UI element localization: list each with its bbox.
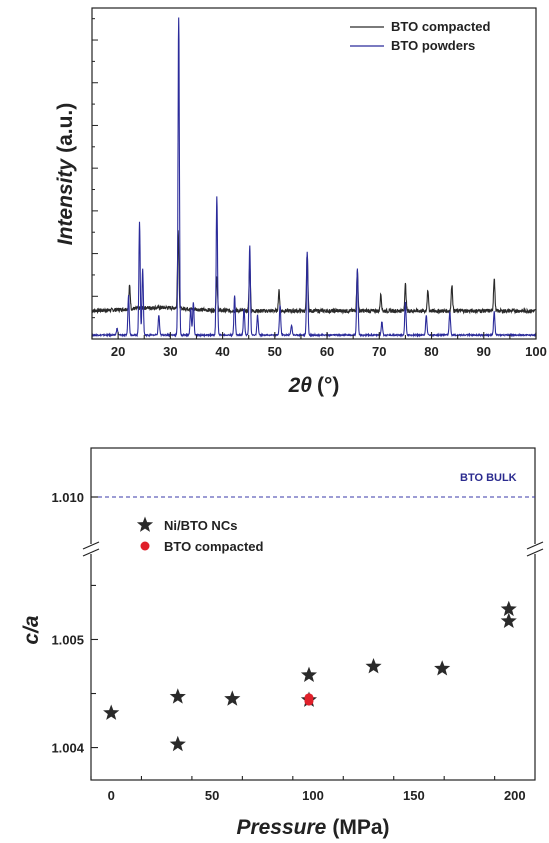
xrd-x-tick-label: 40 bbox=[215, 344, 229, 359]
ca-x-tick-label: 0 bbox=[108, 788, 115, 803]
legend-marker-circle bbox=[140, 541, 150, 551]
xrd-y-axis-title-unit: (a.u.) bbox=[54, 103, 77, 153]
xrd-x-tick-label: 50 bbox=[268, 344, 282, 359]
ca-x-axis-title-italic: Pressure bbox=[236, 816, 326, 839]
xrd-plot-frame bbox=[91, 7, 537, 340]
ca-legend: Ni/BTO NCs BTO compacted bbox=[136, 516, 264, 554]
xrd-x-tick-label: 70 bbox=[372, 344, 386, 359]
ni-bto-star-point bbox=[500, 612, 517, 628]
axis-break-right bbox=[526, 541, 544, 557]
ca-x-tick-label: 50 bbox=[205, 788, 219, 803]
xrd-legend: BTO compacted BTO powders bbox=[350, 19, 491, 53]
bto-bulk-label: BTO BULK bbox=[460, 472, 517, 484]
xrd-chart: 20 30 40 50 60 70 80 90 100 BTO compacted BTO po… bbox=[54, 7, 547, 397]
xrd-x-ticks: 20 30 40 50 60 70 80 90 100 bbox=[91, 332, 547, 359]
legend-label-bto-compacted: BTO compacted bbox=[391, 19, 491, 34]
xrd-x-tick-label: 60 bbox=[320, 344, 334, 359]
ca-y-tick-label: 1.005 bbox=[51, 632, 84, 647]
ca-x-axis-title-unit: (MPa) bbox=[332, 816, 389, 839]
legend-label-bto-powders: BTO powders bbox=[391, 38, 475, 53]
xrd-y-axis-title-italic: Intensity bbox=[54, 158, 77, 246]
ni-bto-star-point bbox=[365, 658, 382, 674]
ni-bto-star-point bbox=[434, 660, 451, 676]
xrd-x-axis-title: 2θ (°) bbox=[288, 374, 340, 397]
axis-break-left bbox=[82, 541, 100, 557]
ca-y-tick-label: 1.004 bbox=[51, 741, 84, 756]
ni-bto-star-point bbox=[500, 600, 517, 617]
xrd-x-tick-label: 80 bbox=[424, 344, 438, 359]
legend-label-ni-bto: Ni/BTO NCs bbox=[164, 518, 237, 533]
ni-bto-star-point bbox=[169, 688, 186, 704]
bto-compacted-circle-point bbox=[304, 696, 314, 706]
ca-x-tick-label: 150 bbox=[403, 788, 425, 803]
ni-bto-star-point bbox=[103, 704, 120, 720]
xrd-y-axis-title: Intensity (a.u.) bbox=[54, 103, 77, 246]
xrd-x-tick-label: 100 bbox=[525, 344, 547, 359]
xrd-x-tick-label: 90 bbox=[477, 344, 491, 359]
ca-chart: BTO BULK 1.010 0 50 100 150 200 1.004 1.005 N… bbox=[20, 447, 544, 839]
ca-x-tick-label: 100 bbox=[302, 788, 324, 803]
xrd-traces bbox=[91, 17, 537, 338]
ca-x-ticks: 0 50 100 150 200 bbox=[90, 776, 526, 803]
xrd-x-axis-title-italic: 2θ bbox=[288, 374, 313, 397]
legend-label-bto-compacted-2: BTO compacted bbox=[164, 539, 264, 554]
ni-bto-star-point bbox=[300, 666, 317, 682]
ni-bto-star-point bbox=[224, 690, 241, 706]
xrd-trace-bto-powders bbox=[91, 17, 537, 338]
xrd-x-tick-label: 20 bbox=[111, 344, 125, 359]
ni-bto-star-point bbox=[169, 735, 186, 752]
ca-plot-frame bbox=[90, 447, 536, 781]
xrd-x-tick-label: 30 bbox=[163, 344, 177, 359]
ca-x-tick-label: 200 bbox=[504, 788, 526, 803]
ca-y-ticks: 1.004 1.005 bbox=[51, 584, 98, 756]
upper-y-tick-label: 1.010 bbox=[51, 490, 84, 505]
xrd-y-ticks bbox=[92, 18, 98, 319]
xrd-trace-bto-compacted bbox=[91, 230, 536, 315]
legend-marker-star bbox=[136, 516, 154, 532]
ca-x-axis-title: Pressure (MPa) bbox=[236, 816, 389, 839]
ca-data-points bbox=[103, 600, 517, 752]
ca-y-axis-title: c/a bbox=[20, 615, 43, 645]
xrd-x-axis-title-unit: (°) bbox=[317, 374, 339, 397]
